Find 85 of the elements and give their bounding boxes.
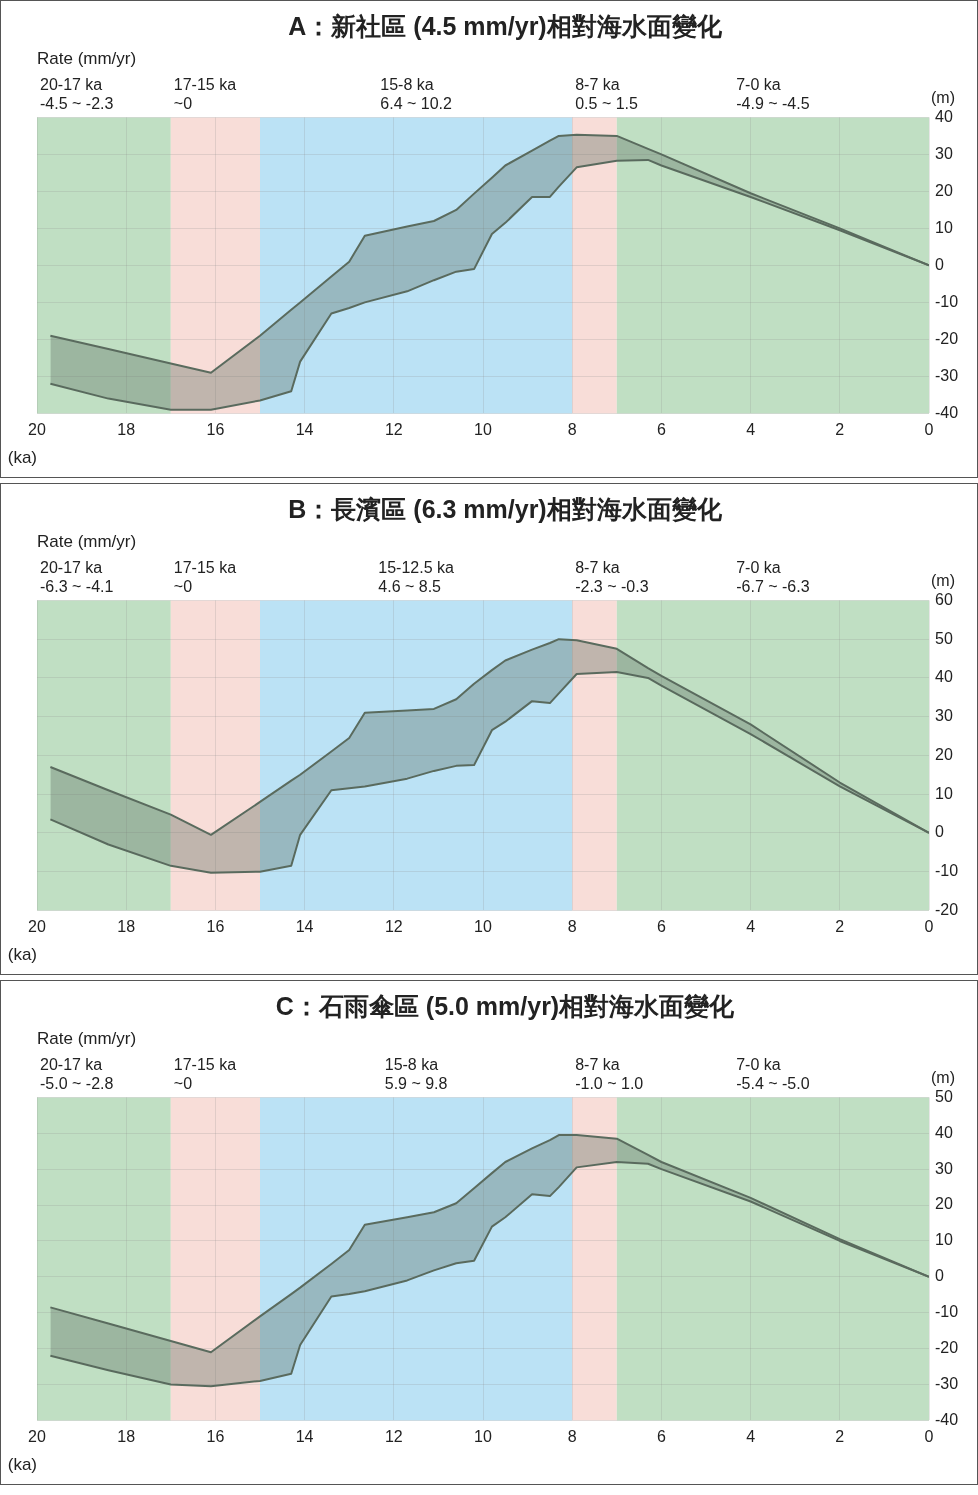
y-tick-label: 10 xyxy=(935,218,953,236)
band-label: 17-15 ka ~0 xyxy=(173,559,237,596)
band-label: 15-12.5 ka 4.6 ~ 8.5 xyxy=(378,559,455,596)
x-tick-label: 8 xyxy=(567,1428,577,1446)
y-tick-label: -30 xyxy=(935,1374,959,1392)
band-label: 20-17 ka -5.0 ~ -2.8 xyxy=(40,1056,114,1093)
x-tick-label: 14 xyxy=(295,1428,314,1446)
band-label: 20-17 ka -4.5 ~ -2.3 xyxy=(40,76,114,113)
x-axis-title: (ka) xyxy=(7,1455,37,1475)
x-tick-label: 18 xyxy=(117,1428,136,1446)
x-tick-label: 6 xyxy=(656,1428,666,1446)
x-tick-label: 6 xyxy=(656,421,666,439)
y-tick-label: -30 xyxy=(935,366,959,384)
y-axis-title: (m) xyxy=(931,1069,955,1087)
x-tick-label: 20 xyxy=(28,421,46,439)
y-tick-label: 10 xyxy=(935,784,953,802)
y-tick-label: 30 xyxy=(935,707,953,725)
x-tick-label: 16 xyxy=(206,1428,225,1446)
x-tick-label: 12 xyxy=(384,1428,403,1446)
y-tick-label: 10 xyxy=(935,1231,953,1249)
chart-title: B：長濱區 (6.3 mm/yr)相對海水面變化 xyxy=(288,494,723,523)
y-tick-label: -40 xyxy=(935,1410,959,1428)
x-tick-label: 4 xyxy=(746,1428,756,1446)
y-tick-label: 40 xyxy=(935,668,953,686)
band-label: 20-17 ka -6.3 ~ -4.1 xyxy=(40,559,114,596)
band-label: 15-8 ka 5.9 ~ 9.8 xyxy=(384,1056,448,1093)
x-tick-label: 4 xyxy=(746,421,756,439)
x-tick-label: 20 xyxy=(28,918,46,936)
band-label: 7-0 ka -5.4 ~ -5.0 xyxy=(736,1056,810,1093)
y-tick-label: 30 xyxy=(935,144,953,162)
x-tick-label: 14 xyxy=(295,918,314,936)
chart-title: C：石雨傘區 (5.0 mm/yr)相對海水面變化 xyxy=(275,991,736,1020)
chart-subtitle: Rate (mm/yr) xyxy=(37,1028,137,1048)
y-tick-label: -20 xyxy=(935,329,959,347)
x-tick-label: 4 xyxy=(746,918,756,936)
y-tick-label: 20 xyxy=(935,1195,953,1213)
band-label: 8-7 ka -1.0 ~ 1.0 xyxy=(575,1056,644,1093)
x-tick-label: 16 xyxy=(206,918,225,936)
y-tick-label: 30 xyxy=(935,1159,953,1177)
y-axis-title: (m) xyxy=(931,89,955,107)
x-tick-label: 18 xyxy=(117,421,136,439)
x-tick-label: 2 xyxy=(835,1428,845,1446)
x-tick-label: 10 xyxy=(474,421,492,439)
y-tick-label: 0 xyxy=(935,823,944,841)
x-tick-label: 2 xyxy=(835,421,845,439)
y-tick-label: 20 xyxy=(935,181,953,199)
band-label: 17-15 ka ~0 xyxy=(173,76,237,113)
y-tick-label: -40 xyxy=(935,403,959,421)
x-tick-label: 12 xyxy=(384,918,403,936)
x-tick-label: 10 xyxy=(474,918,492,936)
band-label: 8-7 ka 0.5 ~ 1.5 xyxy=(575,76,639,113)
band-label: 15-8 ka 6.4 ~ 10.2 xyxy=(380,76,453,113)
x-tick-label: 16 xyxy=(206,421,225,439)
band-label: 17-15 ka ~0 xyxy=(173,1056,237,1093)
x-tick-label: 2 xyxy=(835,918,845,936)
x-tick-label: 18 xyxy=(117,918,136,936)
x-tick-label: 8 xyxy=(567,421,577,439)
x-axis-title: (ka) xyxy=(7,945,37,965)
y-tick-label: -20 xyxy=(935,900,959,918)
x-tick-label: 6 xyxy=(656,918,666,936)
y-tick-label: 20 xyxy=(935,745,953,763)
y-tick-label: -10 xyxy=(935,862,959,880)
band-label: 7-0 ka -6.7 ~ -6.3 xyxy=(736,559,810,596)
y-tick-label: 0 xyxy=(935,255,944,273)
x-axis-title: (ka) xyxy=(7,448,37,468)
y-tick-label: -10 xyxy=(935,1303,959,1321)
band-label: 7-0 ka -4.9 ~ -4.5 xyxy=(736,76,810,113)
y-tick-label: -10 xyxy=(935,292,959,310)
x-tick-label: 12 xyxy=(384,421,403,439)
x-tick-label: 8 xyxy=(567,918,577,936)
band-label: 8-7 ka -2.3 ~ -0.3 xyxy=(575,559,649,596)
x-tick-label: 14 xyxy=(295,421,314,439)
y-tick-label: 50 xyxy=(935,1087,953,1105)
chart-subtitle: Rate (mm/yr) xyxy=(37,48,137,68)
x-tick-label: 10 xyxy=(474,1428,492,1446)
y-tick-label: -20 xyxy=(935,1339,959,1357)
y-tick-label: 60 xyxy=(935,590,953,608)
chart-subtitle: Rate (mm/yr) xyxy=(37,531,137,551)
y-tick-label: 40 xyxy=(935,107,953,125)
y-tick-label: 40 xyxy=(935,1123,953,1141)
y-tick-label: 50 xyxy=(935,629,953,647)
y-tick-label: 0 xyxy=(935,1267,944,1285)
x-tick-label: 20 xyxy=(28,1428,46,1446)
chart-title: A：新社區 (4.5 mm/yr)相對海水面變化 xyxy=(288,11,723,40)
y-axis-title: (m) xyxy=(931,572,955,590)
